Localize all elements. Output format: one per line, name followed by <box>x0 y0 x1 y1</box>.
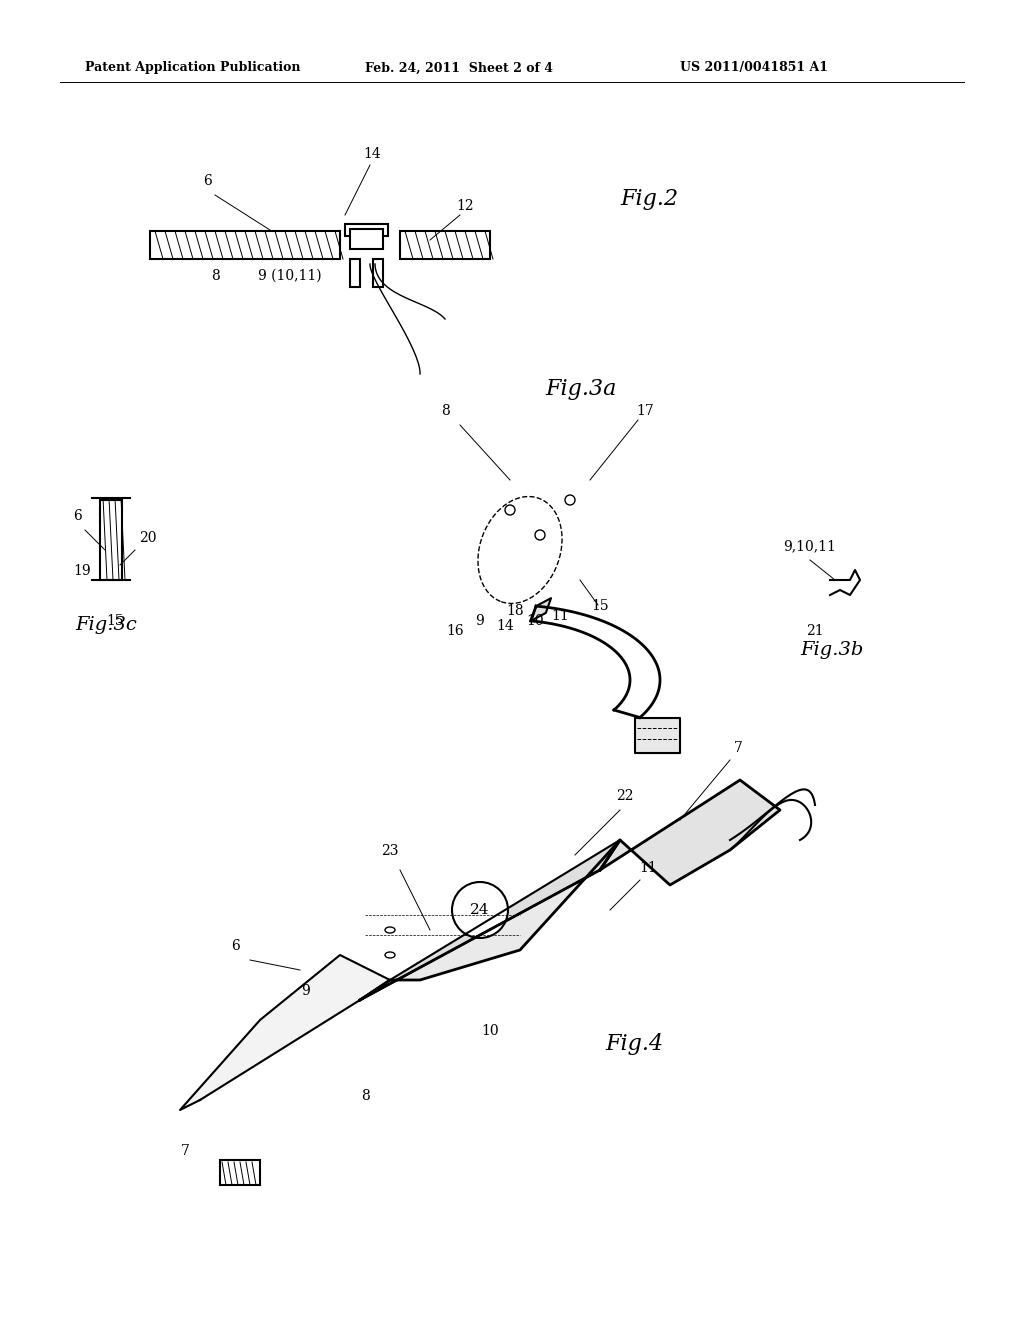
Text: 24: 24 <box>470 903 489 917</box>
FancyBboxPatch shape <box>150 231 340 259</box>
Text: 9: 9 <box>301 983 309 998</box>
Text: 7: 7 <box>180 1144 189 1158</box>
Text: 8: 8 <box>211 269 219 282</box>
FancyBboxPatch shape <box>350 228 383 249</box>
Text: US 2011/0041851 A1: US 2011/0041851 A1 <box>680 62 828 74</box>
Text: Fig.2: Fig.2 <box>620 187 678 210</box>
Text: 18: 18 <box>506 605 524 618</box>
Polygon shape <box>635 718 680 752</box>
Text: Fig.3a: Fig.3a <box>545 378 616 400</box>
Bar <box>220 1160 260 1185</box>
Text: 6: 6 <box>203 174 211 187</box>
Text: 6: 6 <box>74 510 82 523</box>
FancyBboxPatch shape <box>400 231 490 259</box>
Text: 23: 23 <box>381 843 398 858</box>
FancyBboxPatch shape <box>345 224 388 236</box>
Text: 17: 17 <box>636 404 654 418</box>
Ellipse shape <box>385 952 395 958</box>
Text: 15: 15 <box>591 599 609 612</box>
Text: 21: 21 <box>806 624 824 638</box>
Polygon shape <box>180 954 390 1110</box>
Text: 9 (10,11): 9 (10,11) <box>258 269 322 282</box>
Polygon shape <box>600 780 780 884</box>
Circle shape <box>505 506 515 515</box>
Circle shape <box>535 531 545 540</box>
FancyBboxPatch shape <box>373 259 383 286</box>
Polygon shape <box>360 840 620 1001</box>
Text: 11: 11 <box>551 609 569 623</box>
Text: 12: 12 <box>456 199 474 213</box>
Text: 9: 9 <box>475 614 484 628</box>
Text: 11: 11 <box>639 861 656 875</box>
Text: 10: 10 <box>481 1024 499 1038</box>
Text: Fig.3c: Fig.3c <box>75 616 137 634</box>
Bar <box>100 500 122 579</box>
Text: 9,10,11: 9,10,11 <box>783 539 837 553</box>
Ellipse shape <box>385 927 395 933</box>
Text: 16: 16 <box>446 624 464 638</box>
Text: 22: 22 <box>616 789 634 803</box>
Text: 15: 15 <box>106 614 124 628</box>
Text: 7: 7 <box>733 741 742 755</box>
Circle shape <box>565 495 575 506</box>
Text: 8: 8 <box>360 1089 370 1104</box>
Circle shape <box>452 882 508 939</box>
Text: Fig.3b: Fig.3b <box>800 642 863 659</box>
Text: 6: 6 <box>230 939 240 953</box>
Text: 10: 10 <box>526 614 544 628</box>
Polygon shape <box>360 840 620 1001</box>
Text: 19: 19 <box>73 564 91 578</box>
Text: 20: 20 <box>139 531 157 545</box>
Text: 8: 8 <box>440 404 450 418</box>
Text: Fig.4: Fig.4 <box>605 1034 664 1055</box>
FancyBboxPatch shape <box>350 259 360 286</box>
Text: Patent Application Publication: Patent Application Publication <box>85 62 300 74</box>
Text: Feb. 24, 2011  Sheet 2 of 4: Feb. 24, 2011 Sheet 2 of 4 <box>365 62 553 74</box>
Polygon shape <box>530 598 551 620</box>
Text: 14: 14 <box>364 147 381 161</box>
Text: 14: 14 <box>496 619 514 634</box>
